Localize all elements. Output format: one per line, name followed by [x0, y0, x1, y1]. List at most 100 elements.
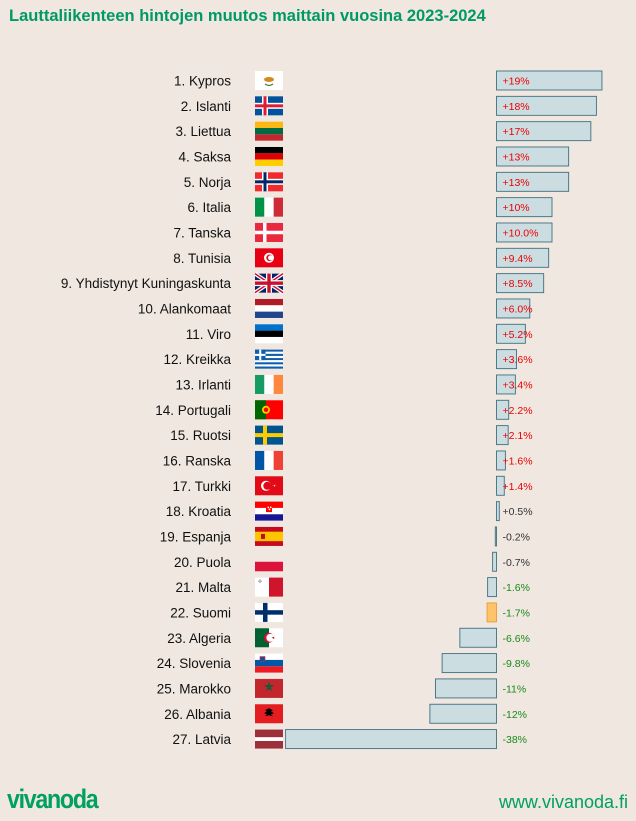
- italy-flag: [255, 197, 283, 217]
- category-label: 27. Latvia: [172, 732, 231, 747]
- category-label: 14. Portugali: [155, 403, 231, 418]
- value-label: -6.6%: [503, 633, 530, 645]
- norway-flag: [255, 172, 283, 192]
- value-label: +17%: [503, 126, 530, 138]
- france-flag: [255, 450, 283, 470]
- value-label: +8.5%: [503, 278, 533, 290]
- greece-flag: [255, 349, 283, 369]
- finland-flag: [255, 602, 283, 622]
- morocco-flag: [255, 678, 283, 698]
- bar: [496, 273, 545, 294]
- spain-flag: [255, 526, 283, 546]
- albania-flag: [255, 704, 283, 724]
- category-label: 19. Espanja: [160, 529, 232, 544]
- bar: [496, 70, 603, 91]
- category-label: 7. Tanska: [173, 225, 231, 240]
- category-label: 26. Albania: [164, 707, 231, 722]
- chart-title: Lauttaliikenteen hintojen muutos maittai…: [9, 7, 486, 25]
- algeria-flag: [255, 628, 283, 648]
- category-label: 17. Turkki: [172, 479, 231, 494]
- category-label: 4. Saksa: [178, 149, 231, 164]
- croatia-flag: [255, 501, 283, 521]
- value-label: +19%: [503, 76, 530, 88]
- bar: [496, 197, 553, 218]
- category-label: 6. Italia: [187, 200, 231, 215]
- turkey-flag: [255, 476, 283, 496]
- category-label: 1. Kypros: [174, 74, 231, 89]
- value-label: +2.2%: [503, 405, 533, 417]
- bar: [496, 374, 516, 395]
- bar: [494, 526, 497, 547]
- category-label: 21. Malta: [175, 580, 231, 595]
- value-label: +2.1%: [503, 430, 533, 442]
- bar: [492, 551, 497, 572]
- value-label: -0.7%: [503, 557, 530, 569]
- value-label: +13%: [503, 151, 530, 163]
- value-label: +6.0%: [503, 303, 533, 315]
- bar: [496, 425, 509, 446]
- value-label: +13%: [503, 177, 530, 189]
- category-label: 23. Algeria: [167, 631, 231, 646]
- category-label: 5. Norja: [184, 175, 232, 190]
- bar: [441, 653, 497, 674]
- value-label: -11%: [503, 683, 527, 695]
- denmark-flag: [255, 222, 283, 242]
- bar-chart: 1. Kypros +19% 2. Islanti +18% 3. Liettua +17…: [61, 70, 603, 750]
- bar: [496, 146, 570, 167]
- category-label: 25. Marokko: [157, 681, 231, 696]
- bar: [496, 298, 531, 319]
- iceland-flag: [255, 96, 283, 116]
- bar: [496, 399, 510, 420]
- bar: [459, 627, 497, 648]
- value-label: +5.2%: [503, 329, 533, 341]
- bar: [496, 323, 526, 344]
- category-label: 20. Puola: [174, 555, 232, 570]
- malta-flag: [255, 577, 283, 597]
- value-label: +3.4%: [503, 379, 533, 391]
- lithuania-flag: [255, 121, 283, 141]
- category-label: 24. Slovenia: [157, 656, 232, 671]
- bar: [496, 95, 597, 116]
- bar: [429, 703, 497, 724]
- estonia-flag: [255, 324, 283, 344]
- value-label: -38%: [503, 734, 528, 746]
- bar: [487, 577, 497, 598]
- bar: [496, 475, 505, 496]
- sweden-flag: [255, 425, 283, 445]
- category-label: 18. Kroatia: [166, 504, 232, 519]
- category-label: 12. Kreikka: [163, 352, 231, 367]
- bar: [496, 349, 517, 370]
- website-link[interactable]: www.vivanoda.fi: [498, 792, 628, 812]
- cyprus-flag: [255, 71, 283, 90]
- bar: [496, 247, 550, 268]
- portugal-flag: [255, 400, 283, 420]
- value-label: +3.6%: [503, 354, 533, 366]
- value-label: -12%: [503, 709, 528, 721]
- category-label: 3. Liettua: [175, 124, 231, 139]
- value-label: +10%: [503, 202, 530, 214]
- latvia-flag: [255, 729, 283, 749]
- bar: [496, 501, 500, 522]
- value-label: +0.5%: [503, 506, 533, 518]
- category-label: 10. Alankomaat: [138, 301, 231, 316]
- bar: [496, 121, 592, 142]
- uk-flag: [253, 271, 285, 295]
- category-label: 8. Tunisia: [173, 251, 231, 266]
- value-label: -1.7%: [503, 607, 530, 619]
- value-label: -1.6%: [503, 582, 530, 594]
- value-label: +18%: [503, 101, 530, 113]
- ireland-flag: [255, 374, 283, 394]
- bar: [435, 678, 497, 699]
- category-label: 22. Suomi: [170, 605, 231, 620]
- value-label: +10.0%: [503, 227, 539, 239]
- poland-flag: [255, 552, 283, 572]
- bar: [496, 171, 570, 192]
- category-label: 13. Irlanti: [175, 377, 231, 392]
- bar: [486, 602, 497, 623]
- category-label: 11. Viro: [186, 327, 231, 342]
- category-label: 15. Ruotsi: [170, 428, 231, 443]
- bar: [285, 729, 497, 750]
- value-label: +9.4%: [503, 253, 533, 265]
- vivanoda-logo[interactable]: vivanoda: [7, 784, 99, 814]
- category-label: 2. Islanti: [181, 99, 231, 114]
